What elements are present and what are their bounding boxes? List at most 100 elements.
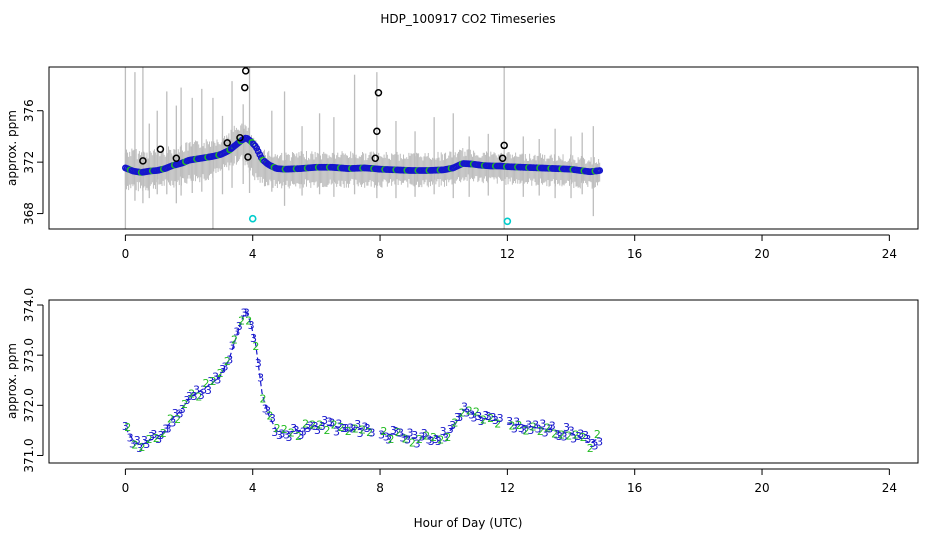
series-3-marker: 3 xyxy=(378,428,385,441)
bottom-x-tick-label: 0 xyxy=(122,481,130,495)
series-2-marker: 2 xyxy=(174,413,181,426)
series-2-marker: 2 xyxy=(195,391,202,404)
series-3-point xyxy=(596,167,604,174)
series-3-marker: 3 xyxy=(364,422,371,435)
series-3-marker: 3 xyxy=(553,428,560,441)
series-3-marker: 3 xyxy=(212,370,219,383)
series-3-marker: 3 xyxy=(418,430,425,443)
series-2-marker: 2 xyxy=(274,422,281,435)
series-2-marker: 2 xyxy=(316,418,323,431)
series-3-marker: 3 xyxy=(361,420,368,433)
series-2-marker: 2 xyxy=(281,423,288,436)
bottom-x-tick-label: 24 xyxy=(882,481,897,495)
top-x-tick-label: 12 xyxy=(500,247,515,261)
series-2-marker: 2 xyxy=(466,404,473,417)
series-3-marker: 3 xyxy=(468,408,475,421)
series-2-marker: 2 xyxy=(167,413,174,426)
series-2-marker: 2 xyxy=(473,405,480,418)
series-3-marker: 3 xyxy=(542,426,549,439)
series-3-marker: 3 xyxy=(314,424,321,437)
series-3-marker: 3 xyxy=(449,419,456,432)
series-2-marker: 2 xyxy=(153,432,160,445)
series-3-marker: 3 xyxy=(454,411,461,424)
outlier-point xyxy=(373,127,381,136)
series-3-marker: 3 xyxy=(390,424,397,437)
top-raw-band xyxy=(124,67,601,229)
series-3-marker: 3 xyxy=(264,404,271,417)
series-2-marker: 2 xyxy=(359,424,366,437)
series-2-marker: 2 xyxy=(409,437,416,450)
bottom-x-tick-label: 4 xyxy=(249,481,257,495)
outlier-point xyxy=(244,153,252,161)
series-3-marker: 3 xyxy=(440,425,447,438)
outlier-point xyxy=(236,133,244,142)
bottom-x-tick-label: 8 xyxy=(376,481,384,495)
series-3-marker: 3 xyxy=(257,372,264,385)
series-3-marker: 3 xyxy=(513,416,520,429)
series-3-marker: 3 xyxy=(475,410,482,423)
series-3-marker: 3 xyxy=(229,340,236,353)
bottom-x-tick-label: 20 xyxy=(754,481,769,495)
series-2-marker: 2 xyxy=(238,314,245,327)
series-3-marker: 3 xyxy=(369,426,376,439)
series-3-marker: 3 xyxy=(357,427,364,440)
series-3-marker: 3 xyxy=(335,418,342,431)
series-3-marker: 3 xyxy=(122,420,129,433)
series-2-marker: 2 xyxy=(551,428,558,441)
outlier-point xyxy=(156,145,165,154)
top-points xyxy=(121,67,604,226)
series-3-marker: 3 xyxy=(134,434,141,447)
series-3-marker: 3 xyxy=(276,429,283,442)
series-3-marker: 3 xyxy=(169,417,176,430)
series-3-marker: 3 xyxy=(271,426,278,439)
series-3-marker: 3 xyxy=(461,400,468,413)
series-3-marker: 3 xyxy=(570,432,577,445)
series-3-marker: 3 xyxy=(354,418,361,431)
series-3-marker: 3 xyxy=(300,426,307,439)
series-2-marker: 2 xyxy=(437,434,444,447)
series-3-marker: 3 xyxy=(596,435,603,448)
series-2-marker: 2 xyxy=(302,418,309,431)
outlier-point xyxy=(172,154,181,163)
series-2-marker: 2 xyxy=(430,431,437,444)
series-3-marker: 3 xyxy=(321,414,328,427)
series-3-marker: 3 xyxy=(489,411,496,424)
series-3-marker: 3 xyxy=(425,434,432,447)
series-2-marker: 2 xyxy=(480,414,487,427)
series-3-marker: 3 xyxy=(568,424,575,437)
top-x-tick-label: 20 xyxy=(754,247,769,261)
series-2-marker: 2 xyxy=(345,425,352,438)
series-2-marker: 2 xyxy=(594,428,601,441)
series-3-marker: 3 xyxy=(556,430,563,443)
series-2-marker: 2 xyxy=(338,421,345,434)
series-3-marker: 3 xyxy=(385,433,392,446)
series-2-marker: 2 xyxy=(544,421,551,434)
series-3-marker: 3 xyxy=(485,410,492,423)
bottom-y-axis: 371.0 372.0 373.0 374.0 xyxy=(22,288,44,473)
bottom-series-line xyxy=(124,311,600,446)
series-2-marker: 2 xyxy=(459,407,466,420)
series-3-marker: 3 xyxy=(233,325,240,338)
series-3-marker: 3 xyxy=(297,429,304,442)
series-3-marker: 3 xyxy=(492,414,499,427)
series-2-marker: 2 xyxy=(565,430,572,443)
series-3-marker: 3 xyxy=(421,427,428,440)
series-3-marker: 3 xyxy=(162,423,169,436)
series-3-marker: 3 xyxy=(290,422,297,435)
outlier-point xyxy=(500,141,508,150)
top-y-tick-label: 368 xyxy=(22,202,36,225)
series-3-marker: 3 xyxy=(347,422,354,435)
series-2-marker: 2 xyxy=(395,426,402,439)
series-2-marker: 2 xyxy=(181,398,188,411)
series-2-marker: 2 xyxy=(131,438,138,451)
series-3-marker: 3 xyxy=(340,422,347,435)
series-3-marker: 3 xyxy=(383,431,390,444)
top-y-tick-label: 376 xyxy=(22,99,36,122)
outlier-point xyxy=(241,83,249,92)
series-2-marker: 2 xyxy=(231,333,238,346)
series-2-marker: 2 xyxy=(380,425,387,438)
series-3-marker: 3 xyxy=(589,437,596,450)
series-2-marker: 2 xyxy=(245,315,252,328)
series-2-marker: 2 xyxy=(402,432,409,445)
series-3-marker: 3 xyxy=(293,424,300,437)
